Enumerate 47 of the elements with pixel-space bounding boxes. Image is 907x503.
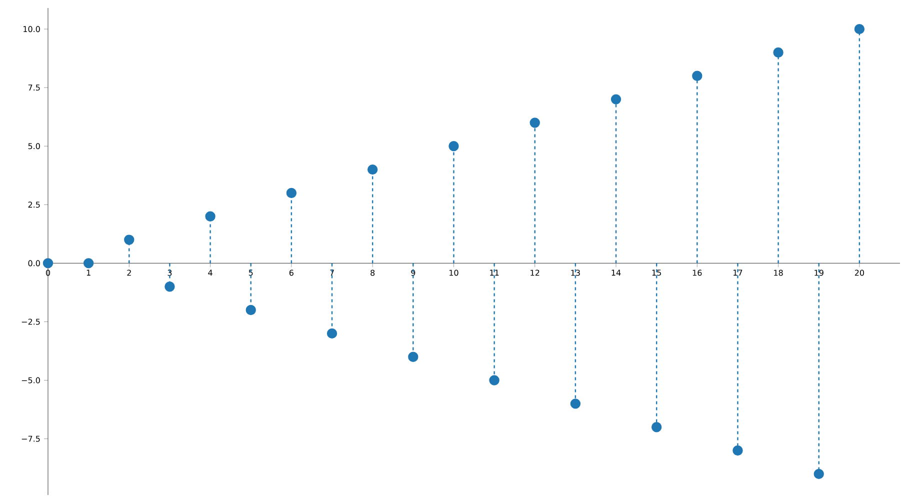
point [326,328,338,339]
x-tick-label: 16 [692,270,702,276]
point [448,141,459,152]
x-tick-label: 20 [854,270,864,276]
point [854,24,865,34]
x-tick-label: 13 [571,270,580,276]
point [570,398,581,409]
y-tick-label: −2.5 [22,318,40,325]
x-tick-label: 18 [774,270,783,276]
x-tick-label: 8 [370,270,375,276]
y-tick-label: 10.0 [24,26,40,32]
x-tick-label: 11 [490,270,499,276]
point [286,188,297,198]
point [205,211,216,222]
point [246,304,256,316]
x-tick-label: 9 [411,270,416,276]
x-tick-label: 6 [289,270,294,276]
y-tick-label: −7.5 [22,436,40,442]
x-tick-label: 15 [652,270,661,276]
point [610,94,622,104]
point [42,258,54,268]
x-tick-label: 0 [46,270,50,276]
point [164,282,175,292]
x-tick-label: 2 [127,270,131,276]
point [773,47,784,58]
y-tick-label: 2.5 [28,202,40,208]
x-tick-label: 10 [450,270,458,276]
x-tick-label: 12 [530,270,540,276]
point [651,422,662,432]
point [489,375,500,386]
point [692,70,702,81]
y-tick-label: 7.5 [28,84,40,91]
x-tick-label: 19 [814,270,824,276]
x-tick-label: 1 [86,270,90,276]
point [814,468,824,480]
x-tick-label: 4 [208,270,212,276]
point [732,445,743,456]
x-tick-label: 14 [612,270,621,276]
point [408,352,418,362]
point [83,258,94,268]
x-tick-label: 17 [734,270,742,276]
y-tick-label: −5.0 [22,377,40,384]
point [367,164,378,175]
point [124,234,134,245]
point [530,118,540,128]
y-tick-label: 5.0 [28,143,40,150]
y-tick-label: 0.0 [28,260,40,266]
